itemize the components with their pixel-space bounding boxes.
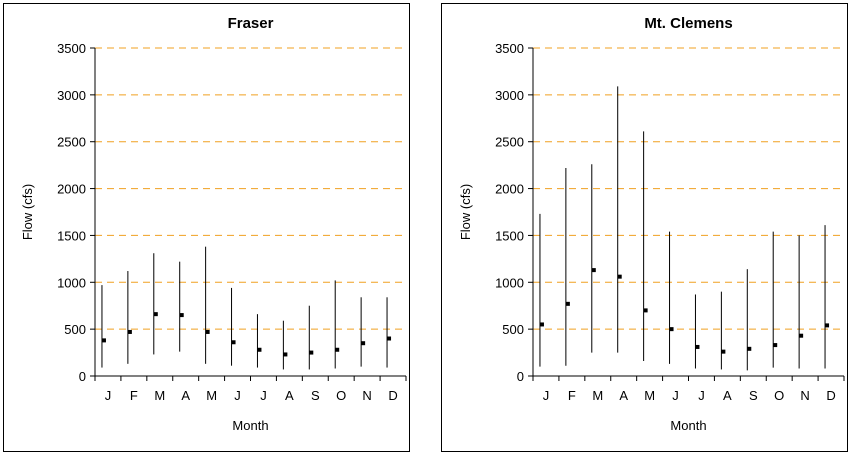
x-tick-label: S [311, 388, 320, 403]
mean-marker [153, 312, 158, 317]
y-tick-label: 500 [502, 322, 524, 337]
x-tick-label: F [568, 388, 576, 403]
mean-marker [387, 336, 392, 341]
mean-marker [565, 301, 570, 306]
mean-marker [179, 313, 184, 318]
y-tick-label: 1500 [495, 228, 524, 243]
y-tick-label: 3500 [57, 41, 86, 56]
mean-marker [825, 323, 830, 328]
x-tick-label: O [774, 388, 784, 403]
y-axis-label: Flow (cfs) [20, 184, 35, 240]
mean-marker [335, 347, 340, 352]
y-tick-label: 2000 [57, 182, 86, 197]
x-tick-label: D [826, 388, 835, 403]
chart-panel-fraser: Fraser 0 500 1000 1500 2000 2500 3000 3500 J F M A M J… [3, 3, 410, 452]
x-tick-label: A [181, 388, 190, 403]
x-tick-label: S [749, 388, 758, 403]
y-tick-label: 0 [517, 369, 524, 384]
mean-marker [231, 340, 236, 345]
mean-marker [539, 322, 544, 327]
x-tick-label: M [154, 388, 165, 403]
x-axis-label: Month [670, 418, 706, 433]
mean-marker [773, 343, 778, 348]
x-tick-label: J [105, 388, 112, 403]
x-tick-label: A [285, 388, 294, 403]
y-tick-label: 3500 [495, 41, 524, 56]
mean-marker [309, 350, 314, 355]
x-tick-label: A [619, 388, 628, 403]
chart-title: Mt. Clemens [644, 15, 732, 32]
y-tick-label: 3000 [57, 88, 86, 103]
y-tick-label: 0 [79, 369, 86, 384]
mean-marker [695, 344, 700, 349]
x-tick-label: M [644, 388, 655, 403]
chart-panel-mt-clemens: Mt. Clemens 0 500 1000 1500 2000 2500 3000 3500 J… [441, 3, 848, 452]
x-tick-label: N [362, 388, 371, 403]
mean-marker [205, 329, 210, 334]
mean-marker [127, 329, 132, 334]
y-tick-label: 500 [64, 322, 86, 337]
mean-marker [747, 346, 752, 351]
chart-title: Fraser [228, 15, 274, 32]
x-tick-label: M [592, 388, 603, 403]
mean-marker [283, 352, 288, 357]
x-tick-label: J [543, 388, 550, 403]
y-tick-label: 1500 [57, 228, 86, 243]
y-tick-label: 2500 [495, 135, 524, 150]
y-tick-label: 1000 [57, 275, 86, 290]
mean-marker [591, 268, 596, 273]
mean-marker [721, 349, 726, 354]
mean-marker [257, 347, 262, 352]
mean-marker [643, 308, 648, 313]
mean-marker [617, 274, 622, 279]
x-tick-label: A [723, 388, 732, 403]
x-tick-label: J [698, 388, 705, 403]
chart-fraser: Fraser 0 500 1000 1500 2000 2500 3000 3500 J F M A M J… [20, 15, 407, 433]
mean-marker [361, 341, 366, 346]
x-tick-label: J [672, 388, 679, 403]
x-tick-label: J [234, 388, 241, 403]
x-tick-label: J [260, 388, 267, 403]
x-tick-label: O [336, 388, 346, 403]
y-tick-label: 2500 [57, 135, 86, 150]
x-tick-label: D [388, 388, 397, 403]
mean-marker [101, 338, 106, 343]
chart-mt-clemens: Mt. Clemens 0 500 1000 1500 2000 2500 3000 3500 J… [458, 15, 845, 433]
x-tick-label: N [800, 388, 809, 403]
y-tick-label: 2000 [495, 182, 524, 197]
y-tick-label: 1000 [495, 275, 524, 290]
x-tick-label: M [206, 388, 217, 403]
mean-marker [669, 327, 674, 332]
y-tick-label: 3000 [495, 88, 524, 103]
mean-marker [799, 333, 804, 338]
x-tick-label: F [130, 388, 138, 403]
y-axis-label: Flow (cfs) [458, 184, 473, 240]
x-axis-label: Month [232, 418, 268, 433]
